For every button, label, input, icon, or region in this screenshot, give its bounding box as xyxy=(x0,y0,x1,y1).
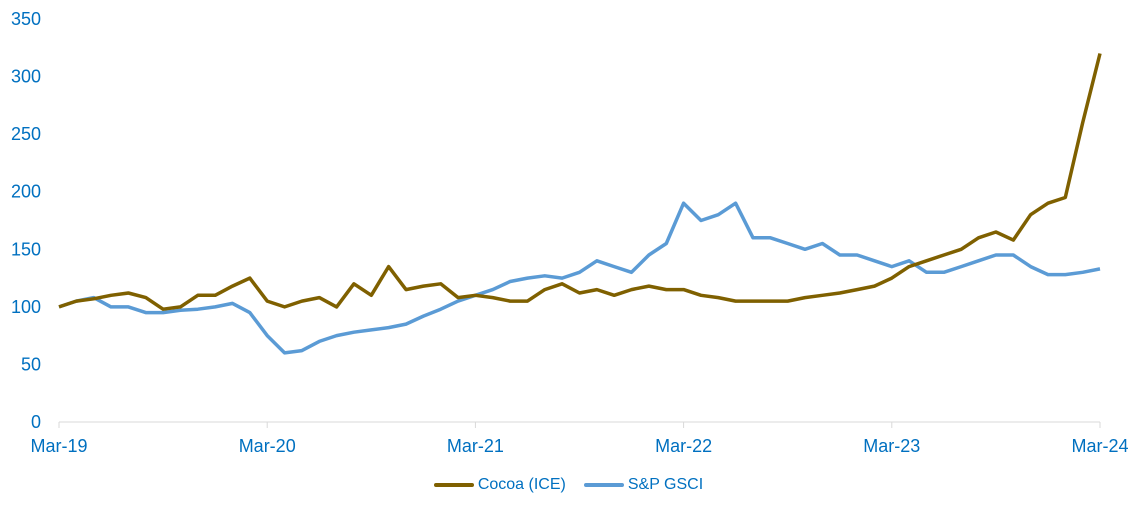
x-tick-label: Mar-23 xyxy=(863,436,920,456)
x-tick-label: Mar-20 xyxy=(239,436,296,456)
x-tick-label: Mar-22 xyxy=(655,436,712,456)
legend-item-cocoa: Cocoa (ICE) xyxy=(433,476,566,494)
x-tick-label: Mar-19 xyxy=(30,436,87,456)
x-tick-label: Mar-21 xyxy=(447,436,504,456)
legend: Cocoa (ICE) S&P GSCI xyxy=(0,476,1137,494)
series-line-cocoa xyxy=(58,53,1102,311)
y-tick-label: 150 xyxy=(11,239,41,259)
line-chart: 0 50 100 150 200 250 300 350 Mar-19 Mar-20 Mar-21… xyxy=(11,9,1129,456)
y-tick-label: 0 xyxy=(31,412,41,432)
y-tick-label: 250 xyxy=(11,124,41,144)
y-tick-label: 300 xyxy=(11,67,41,87)
legend-label: Cocoa (ICE) xyxy=(477,476,566,493)
legend-item-gsci: S&P GSCI xyxy=(583,476,704,494)
y-tick-label: 350 xyxy=(11,9,41,29)
y-tick-label: 50 xyxy=(21,354,41,374)
legend-swatch-cocoa xyxy=(433,483,474,487)
y-tick-label: 200 xyxy=(11,182,41,202)
series-line-gsci xyxy=(58,201,1101,355)
legend-label: S&P GSCI xyxy=(627,476,704,493)
y-tick-label: 100 xyxy=(11,297,41,317)
legend-swatch-gsci xyxy=(583,483,624,487)
x-tick-label: Mar-24 xyxy=(1071,436,1128,456)
